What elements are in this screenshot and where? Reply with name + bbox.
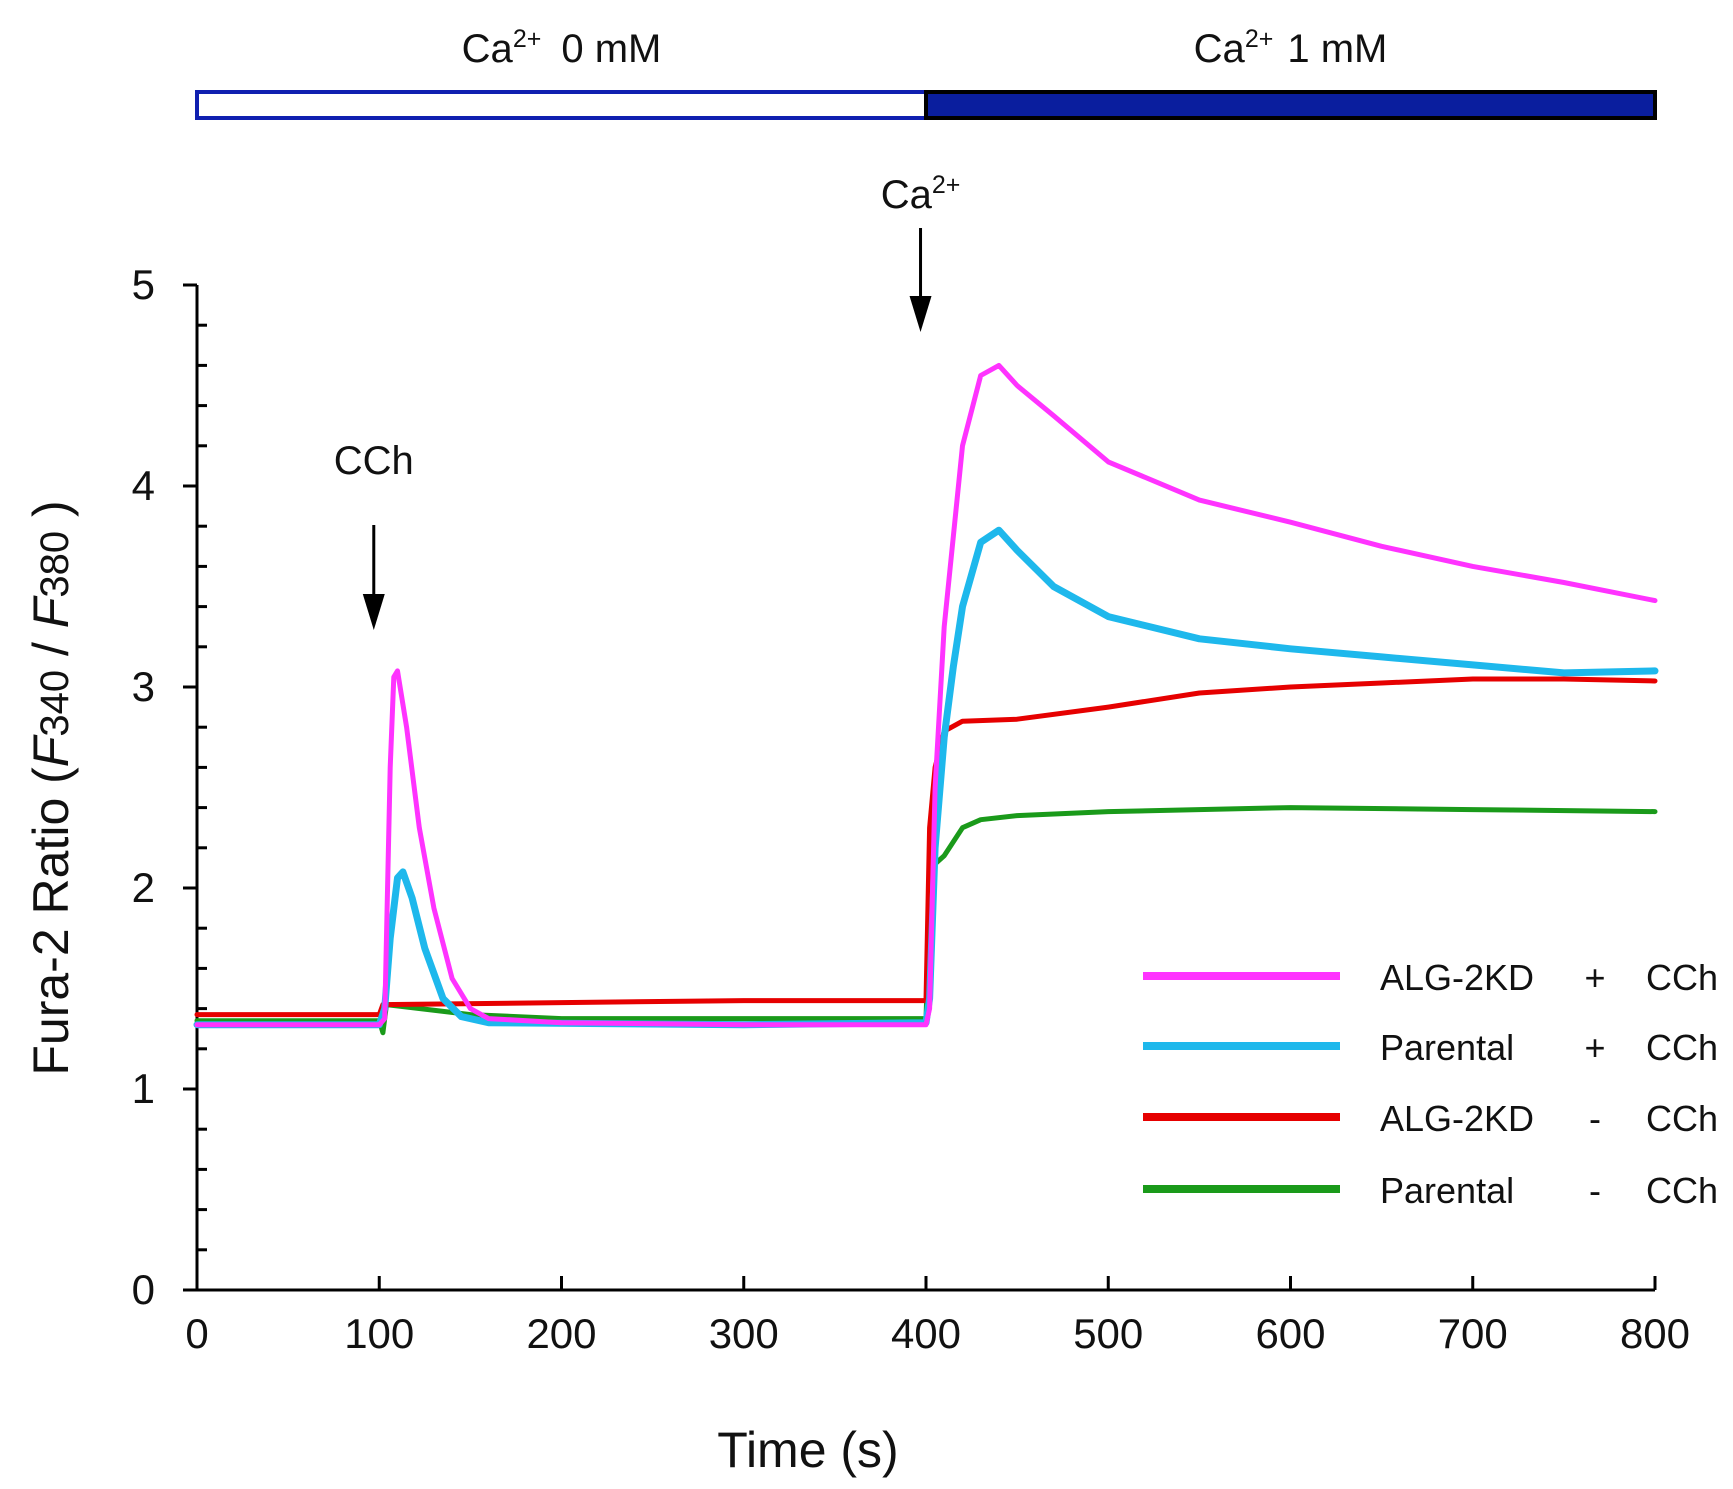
annotation-ca-text: Ca xyxy=(881,173,933,217)
y-axis-label: Fura-2 Ratio (F340 / F380 ) xyxy=(23,500,79,1075)
x-tick-label: 100 xyxy=(344,1310,414,1357)
x-tick-label: 0 xyxy=(185,1310,208,1357)
condition-label-value: 0 mM xyxy=(561,27,661,71)
y-axis-label-prefix: Fura-2 Ratio ( xyxy=(23,767,79,1076)
y-tick-label: 0 xyxy=(132,1266,155,1313)
y-axis-label-f2: F xyxy=(23,595,79,628)
x-tick-label: 800 xyxy=(1620,1310,1690,1357)
legend-label-drug: CCh xyxy=(1646,1027,1718,1068)
x-tick-label: 500 xyxy=(1073,1310,1143,1357)
x-tick-label: 600 xyxy=(1255,1310,1325,1357)
condition-label-superscript: 2+ xyxy=(513,25,542,53)
x-axis-label: Time (s) xyxy=(717,1422,898,1478)
y-axis-label-sep: / xyxy=(23,628,79,670)
y-axis-label-f1: F xyxy=(23,734,79,767)
y-tick-label: 5 xyxy=(132,261,155,308)
annotation-cch-arrowhead xyxy=(362,594,385,630)
legend-entry-parental-minus-cch: Parental - CCh xyxy=(1143,1170,1718,1211)
condition-label-ca: Ca xyxy=(462,27,514,71)
series-line-alg-2kd-cch xyxy=(194,676,1658,1018)
legend: ALG-2KD + CCh Parental + CCh ALG-2KD - C… xyxy=(1143,957,1718,1211)
condition-bar: Ca2+ 0 mM Ca2+ 1 mM xyxy=(195,25,1657,120)
annotation-ca-label: Ca2+ xyxy=(881,171,961,217)
legend-entry-alg2kd-plus-cch: ALG-2KD + CCh xyxy=(1143,957,1718,998)
legend-label-group: Parental xyxy=(1380,1027,1514,1068)
legend-label-sign: + xyxy=(1584,1027,1605,1068)
condition-label-value: 1 mM xyxy=(1287,27,1387,71)
condition-bar-label-1mM: Ca2+ 1 mM xyxy=(1194,25,1388,71)
legend-label-sign: + xyxy=(1584,957,1605,998)
condition-label-ca: Ca xyxy=(1194,27,1246,71)
condition-bar-segment-1mM xyxy=(924,90,1657,120)
series-layer xyxy=(193,362,1659,1036)
legend-label-drug: CCh xyxy=(1646,1170,1718,1211)
x-tick-label: 700 xyxy=(1438,1310,1508,1357)
legend-label-group: Parental xyxy=(1380,1170,1514,1211)
x-tick-label: 200 xyxy=(526,1310,596,1357)
x-ticks: 0 100 200 300 400 500 600 700 800 xyxy=(185,1276,1690,1357)
y-ticks: 0 1 2 3 4 5 xyxy=(132,261,207,1313)
x-tick-label: 400 xyxy=(891,1310,961,1357)
y-tick-label: 3 xyxy=(132,663,155,710)
annotation-ca-superscript: 2+ xyxy=(932,171,961,199)
legend-label-drug: CCh xyxy=(1646,1098,1718,1139)
legend-entry-parental-plus-cch: Parental + CCh xyxy=(1143,1027,1718,1068)
annotation-cch: CCh xyxy=(334,439,414,630)
y-tick-label: 4 xyxy=(132,462,155,509)
x-tick-label: 300 xyxy=(709,1310,779,1357)
legend-label-drug: CCh xyxy=(1646,957,1718,998)
legend-label-sign: - xyxy=(1589,1170,1601,1211)
annotation-ca-arrowhead xyxy=(909,296,932,332)
y-tick-label: 2 xyxy=(132,864,155,911)
legend-label-group: ALG-2KD xyxy=(1380,957,1534,998)
legend-label-group: ALG-2KD xyxy=(1380,1098,1534,1139)
y-tick-label: 1 xyxy=(132,1065,155,1112)
y-axis-label-n1: 340 xyxy=(33,670,77,737)
annotation-cch-label: CCh xyxy=(334,439,414,483)
condition-bar-segment-0mM xyxy=(195,90,928,120)
legend-entry-alg2kd-minus-cch: ALG-2KD - CCh xyxy=(1143,1098,1718,1139)
condition-label-superscript: 2+ xyxy=(1245,25,1274,53)
annotation-ca: Ca2+ xyxy=(881,171,961,332)
y-axis-label-n2: 380 xyxy=(33,531,77,598)
legend-label-sign: - xyxy=(1589,1098,1601,1139)
series-line-alg-2kd-cch xyxy=(194,362,1658,1028)
condition-bar-label-0mM: Ca2+ 0 mM xyxy=(462,25,662,71)
y-axis-label-suffix: ) xyxy=(23,500,79,531)
